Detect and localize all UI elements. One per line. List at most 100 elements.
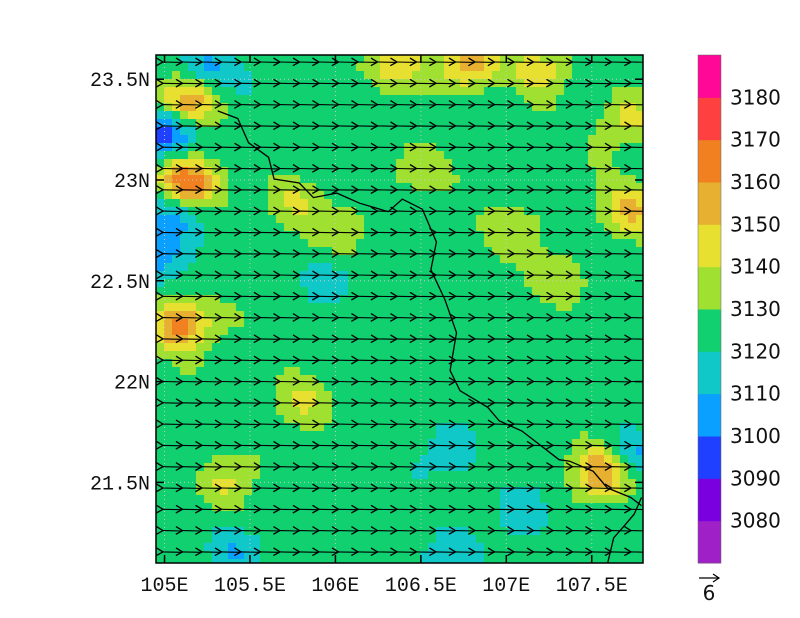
heatmap-cell (436, 183, 445, 192)
heatmap-cell (620, 455, 629, 464)
heatmap-cell (636, 247, 643, 256)
heatmap-cell (420, 375, 429, 384)
heatmap-cell (380, 511, 389, 520)
heatmap-cell (532, 495, 541, 504)
heatmap-cell (316, 183, 325, 192)
heatmap-cell (220, 135, 229, 144)
heatmap-cell (252, 255, 261, 264)
heatmap-cell (604, 279, 613, 288)
heatmap-cell (412, 199, 421, 208)
heatmap-cell (372, 543, 381, 552)
heatmap-cell (292, 455, 301, 464)
heatmap-cell (524, 503, 533, 512)
heatmap-cell (212, 263, 221, 272)
heatmap-cell (364, 359, 373, 368)
colorbar-frame (697, 54, 722, 564)
heatmap-cell (604, 199, 613, 208)
heatmap-cell (164, 231, 173, 240)
heatmap-cell (500, 183, 509, 192)
heatmap-cell (428, 415, 437, 424)
heatmap-cell (276, 223, 285, 232)
heatmap-cell (588, 511, 597, 520)
heatmap-cell (396, 111, 405, 120)
heatmap-cell (492, 487, 501, 496)
heatmap-cell (260, 119, 269, 128)
heatmap-cell (540, 431, 549, 440)
heatmap-cell (324, 87, 333, 96)
heatmap-cell (220, 239, 229, 248)
heatmap-cell (500, 519, 509, 528)
heatmap-cell (324, 119, 333, 128)
heatmap-cell (404, 343, 413, 352)
heatmap-cell (316, 359, 325, 368)
heatmap-cell (156, 383, 165, 392)
heatmap-cell (468, 127, 477, 136)
heatmap-cell (596, 167, 605, 176)
heatmap-cell (196, 447, 205, 456)
heatmap-cell (492, 391, 501, 400)
heatmap-cell (524, 479, 533, 488)
heatmap-cell (556, 55, 565, 64)
heatmap-cell (548, 367, 557, 376)
heatmap-cell (244, 503, 253, 512)
heatmap-cell (500, 263, 509, 272)
heatmap-cell (372, 279, 381, 288)
heatmap-cell (572, 295, 581, 304)
heatmap-cell (172, 111, 181, 120)
heatmap-cell (164, 415, 173, 424)
heatmap-cell (460, 535, 469, 544)
heatmap-cell (284, 511, 293, 520)
heatmap-cell (524, 495, 533, 504)
heatmap-cell (356, 407, 365, 416)
heatmap-cell (404, 247, 413, 256)
heatmap-cell (236, 383, 245, 392)
heatmap-cell (476, 535, 485, 544)
heatmap-cell (548, 223, 557, 232)
heatmap-cell (612, 191, 621, 200)
heatmap-cell (380, 151, 389, 160)
heatmap-cell (316, 103, 325, 112)
heatmap-cell (604, 391, 613, 400)
heatmap-cell (324, 247, 333, 256)
heatmap-cell (508, 239, 517, 248)
heatmap-cell (276, 439, 285, 448)
heatmap-cell (284, 215, 293, 224)
heatmap-cell (524, 319, 533, 328)
heatmap-cell (596, 367, 605, 376)
heatmap-cell (508, 151, 517, 160)
heatmap-cell (372, 327, 381, 336)
heatmap-cell (476, 151, 485, 160)
heatmap-cell (396, 471, 405, 480)
heatmap-cell (196, 367, 205, 376)
heatmap-cell (516, 63, 525, 72)
heatmap-cell (436, 111, 445, 120)
heatmap-cell (452, 63, 461, 72)
heatmap-cell (164, 431, 173, 440)
heatmap-cell (324, 479, 333, 488)
heatmap-cell (180, 351, 189, 360)
heatmap-cell (260, 439, 269, 448)
heatmap-cell (164, 439, 173, 448)
heatmap-cell (284, 519, 293, 528)
heatmap-cell (460, 63, 469, 72)
heatmap-cell (308, 519, 317, 528)
heatmap-cell (188, 311, 197, 320)
heatmap-cell (244, 367, 253, 376)
heatmap-cell (588, 111, 597, 120)
heatmap-cell (540, 559, 549, 563)
heatmap-cell (348, 471, 357, 480)
heatmap-cell (436, 239, 445, 248)
heatmap-cell (228, 375, 237, 384)
heatmap-cell (300, 431, 309, 440)
heatmap-cell (444, 503, 453, 512)
heatmap-cell (212, 479, 221, 488)
heatmap-cell (492, 447, 501, 456)
heatmap-cell (364, 535, 373, 544)
heatmap-cell (412, 279, 421, 288)
heatmap-cell (412, 287, 421, 296)
heatmap-cell (420, 551, 429, 560)
heatmap-cell (204, 119, 213, 128)
heatmap-cell (228, 423, 237, 432)
heatmap-cell (300, 287, 309, 296)
heatmap-cell (164, 543, 173, 552)
